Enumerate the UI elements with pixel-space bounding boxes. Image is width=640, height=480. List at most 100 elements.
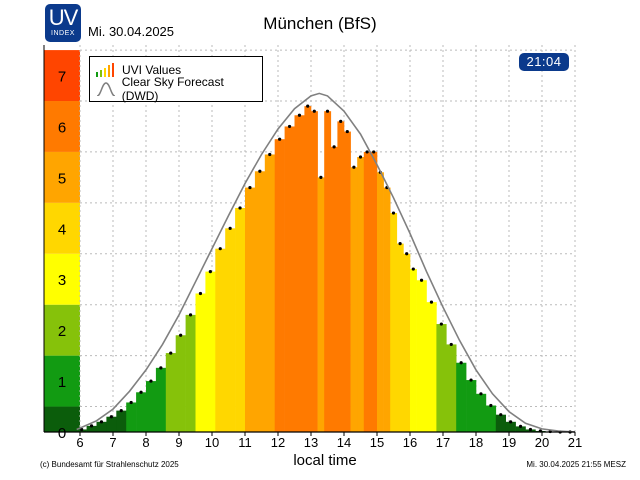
x-tick-label: 19	[502, 435, 516, 450]
uvi-point	[429, 300, 434, 304]
x-tick-label: 7	[109, 435, 116, 450]
uvi-bar	[205, 271, 216, 432]
uvi-point	[419, 278, 424, 282]
uvi-point	[169, 351, 173, 355]
uvi-point	[489, 403, 493, 408]
uv-scale-level-1	[44, 355, 80, 407]
uv-scale-level-6	[44, 101, 80, 152]
uvi-point	[268, 152, 272, 157]
uvi-point	[129, 400, 133, 405]
uvi-point	[159, 366, 163, 370]
uv-scale-level-0	[44, 406, 80, 432]
legend: UVI Values Clear Sky Forecast (DWD)	[89, 56, 263, 103]
uvi-point	[332, 145, 336, 149]
uvi-bar	[215, 248, 226, 432]
uvi-bar	[274, 139, 285, 432]
uvi-point	[238, 206, 242, 210]
uvi-point	[391, 211, 396, 215]
uvi-bar	[495, 414, 506, 432]
uv-scale-level-2	[44, 304, 80, 356]
uvi-bar	[195, 293, 206, 432]
x-tick-label: 12	[271, 435, 285, 450]
uv-scale-level-7	[44, 50, 80, 102]
copyright-footer: (c) Bundesamt für Strahlenschutz 2025	[40, 460, 179, 469]
uvi-point	[198, 291, 203, 296]
uvi-bar	[245, 187, 256, 432]
uvi-bars	[76, 106, 556, 433]
uv-scale-label-4: 4	[58, 221, 66, 238]
uvi-bar	[317, 177, 325, 432]
uvi-bar	[377, 172, 384, 433]
uvi-point	[518, 424, 523, 428]
uvi-point	[345, 129, 349, 134]
uvi-point	[469, 378, 473, 382]
uvi-point	[312, 109, 316, 113]
uvi-bar	[390, 213, 398, 432]
uvi-point	[365, 150, 369, 154]
uvi-point	[509, 420, 513, 424]
uv-index-logo: UV INDEX	[45, 4, 81, 42]
uv-scale-label-3: 3	[58, 272, 66, 289]
uvi-bar	[86, 425, 97, 432]
uvi-bar	[403, 253, 411, 432]
uvi-bar	[146, 381, 157, 432]
uvi-point	[80, 427, 84, 432]
uv-scale-bar: 0 1 2 3 4 5 6 7	[44, 50, 80, 442]
uvi-points	[80, 104, 572, 434]
uv-scale-label-7: 7	[58, 69, 66, 86]
uvi-point	[258, 169, 262, 173]
time-badge: 21:04	[519, 53, 569, 71]
uvi-bar	[476, 393, 487, 432]
uvi-point	[405, 252, 409, 256]
x-tick-label: 9	[175, 435, 182, 450]
uvi-bar	[304, 106, 312, 433]
uvi-bar	[106, 416, 117, 432]
uvi-point	[479, 392, 483, 396]
logo-subtext: INDEX	[51, 30, 75, 37]
uvi-point	[398, 241, 402, 246]
x-tick-label: 11	[238, 435, 252, 450]
uvi-bar	[225, 228, 236, 432]
uvi-bar	[155, 367, 167, 432]
uvi-point	[325, 109, 330, 113]
uvi-bar	[126, 402, 137, 432]
uvi-bar	[284, 126, 295, 432]
uv-scale-level-3	[44, 253, 80, 305]
uvi-bar	[456, 362, 467, 432]
uvi-bar	[116, 410, 127, 432]
x-tick-label: 15	[370, 435, 384, 450]
chart-title: München (BfS)	[263, 14, 377, 33]
uvi-bar	[410, 269, 417, 432]
uvi-point	[287, 124, 292, 129]
uvi-bar	[324, 111, 332, 433]
x-tick-label: 8	[142, 435, 149, 450]
uvi-bar	[136, 392, 147, 432]
x-tick-label: 20	[535, 435, 549, 450]
uvi-bar	[264, 154, 275, 432]
uvi-point	[228, 226, 232, 230]
uv-scale-label-1: 1	[58, 374, 66, 391]
uv-scale-level-5	[44, 151, 80, 203]
uvi-bar	[175, 335, 186, 432]
uvi-bar	[370, 151, 378, 432]
uvi-bar	[96, 421, 107, 432]
uvi-bar	[165, 353, 176, 432]
uvi-point	[149, 379, 153, 383]
uvi-point	[411, 267, 415, 271]
uvi-point	[208, 269, 212, 274]
uvi-bar	[330, 146, 338, 432]
uvi-point	[352, 165, 356, 169]
uvi-bar	[436, 324, 447, 432]
uvi-bar	[357, 157, 365, 433]
uvi-point	[449, 342, 453, 347]
axes: 6 7 8 9 10 11 12 13 14 15 16 17 18 19 20 21	[43, 45, 582, 450]
uvi-bar	[426, 302, 437, 432]
uvi-bar	[446, 344, 457, 432]
uv-scale-label-0: 0	[58, 425, 66, 442]
date-label: Mi. 30.04.2025	[88, 24, 175, 39]
uvi-bar	[350, 167, 358, 433]
uvi-bars-icon	[96, 63, 114, 77]
x-tick-label: 18	[469, 435, 483, 450]
uvi-bar	[485, 405, 497, 432]
uvi-point	[248, 185, 252, 190]
